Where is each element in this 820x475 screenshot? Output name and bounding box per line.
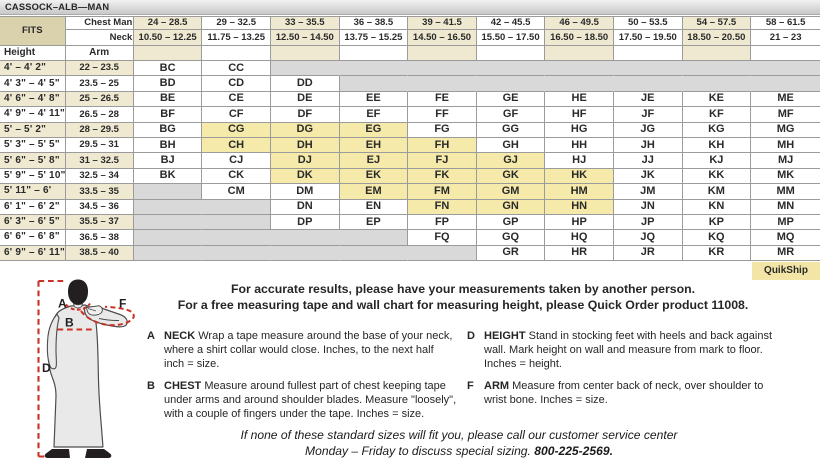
svg-text:F: F (119, 297, 126, 311)
svg-text:A: A (58, 297, 67, 311)
svg-text:D: D (42, 361, 51, 375)
svg-text:B: B (65, 316, 74, 330)
